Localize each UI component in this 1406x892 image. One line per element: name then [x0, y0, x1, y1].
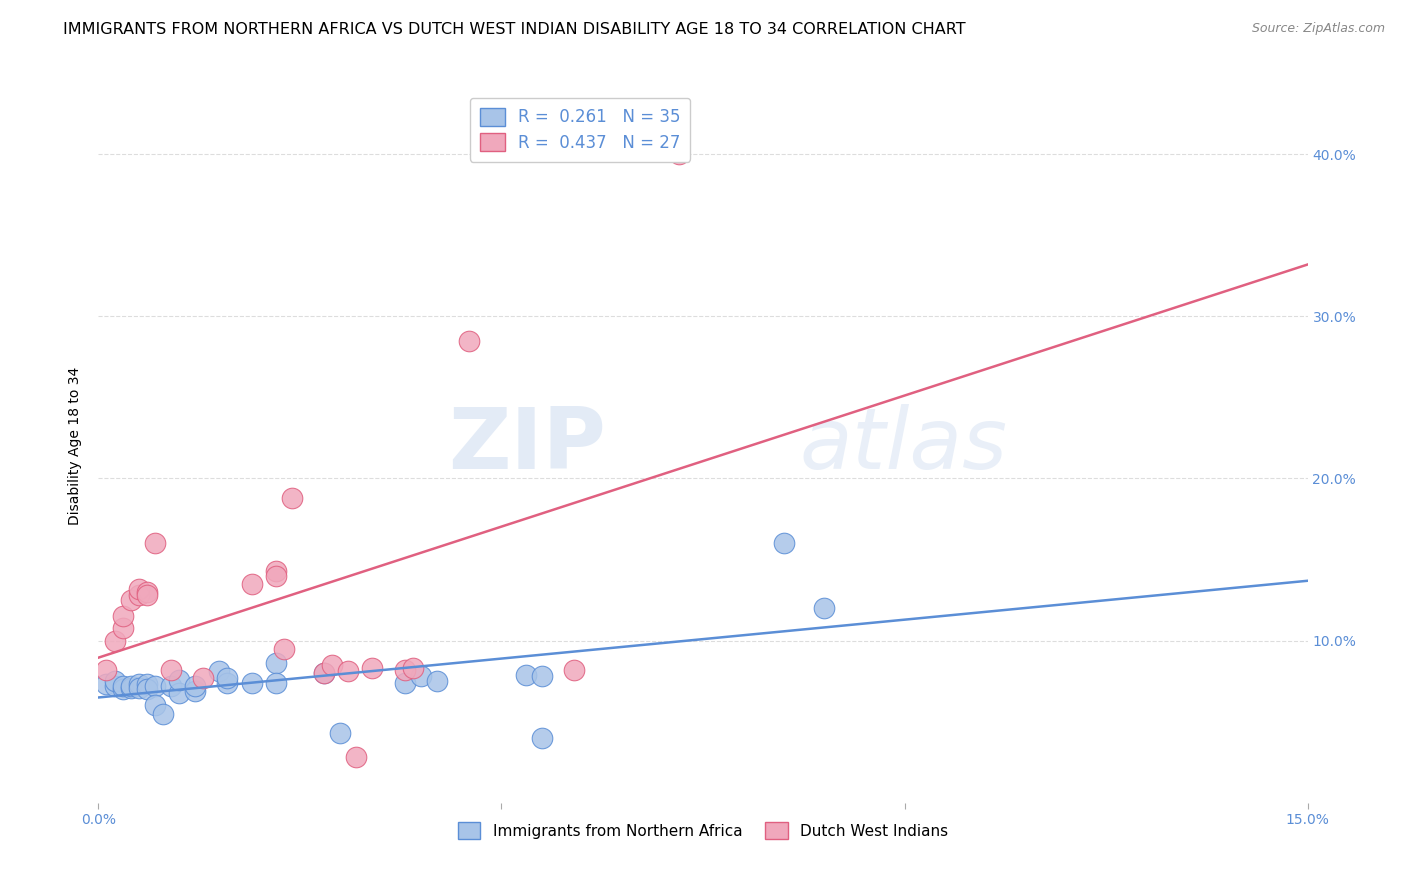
Text: ZIP: ZIP	[449, 404, 606, 488]
Point	[120, 593, 142, 607]
Point	[103, 679, 125, 693]
Point	[160, 679, 183, 693]
Legend: Immigrants from Northern Africa, Dutch West Indians: Immigrants from Northern Africa, Dutch W…	[451, 816, 955, 845]
Point	[208, 665, 231, 679]
Point	[426, 674, 449, 689]
Point	[264, 675, 287, 690]
Y-axis label: Disability Age 18 to 34: Disability Age 18 to 34	[69, 367, 83, 525]
Point	[111, 679, 134, 693]
Point	[409, 669, 432, 683]
Point	[458, 334, 481, 348]
Point	[193, 671, 215, 685]
Point	[394, 663, 416, 677]
Point	[321, 657, 343, 672]
Text: atlas: atlas	[800, 404, 1008, 488]
Point	[184, 679, 207, 693]
Point	[96, 663, 118, 677]
Point	[120, 681, 142, 695]
Point	[394, 675, 416, 690]
Point	[111, 682, 134, 697]
Point	[184, 684, 207, 698]
Point	[135, 682, 157, 697]
Point	[143, 698, 166, 713]
Point	[111, 609, 134, 624]
Point	[240, 675, 263, 690]
Point	[240, 577, 263, 591]
Point	[273, 641, 295, 656]
Point	[128, 677, 150, 691]
Point	[143, 679, 166, 693]
Point	[329, 726, 352, 740]
Point	[152, 706, 174, 721]
Text: Source: ZipAtlas.com: Source: ZipAtlas.com	[1251, 22, 1385, 36]
Point	[344, 750, 367, 764]
Point	[128, 582, 150, 596]
Point	[314, 666, 336, 681]
Point	[135, 588, 157, 602]
Point	[361, 661, 384, 675]
Point	[167, 673, 190, 687]
Point	[217, 675, 239, 690]
Point	[402, 661, 425, 675]
Point	[314, 666, 336, 681]
Point	[120, 679, 142, 693]
Point	[264, 568, 287, 582]
Point	[96, 677, 118, 691]
Point	[515, 667, 537, 681]
Point	[135, 677, 157, 691]
Point	[281, 491, 304, 505]
Point	[111, 621, 134, 635]
Point	[530, 731, 553, 745]
Point	[143, 536, 166, 550]
Point	[668, 147, 690, 161]
Point	[160, 663, 183, 677]
Text: IMMIGRANTS FROM NORTHERN AFRICA VS DUTCH WEST INDIAN DISABILITY AGE 18 TO 34 COR: IMMIGRANTS FROM NORTHERN AFRICA VS DUTCH…	[63, 22, 966, 37]
Point	[103, 674, 125, 689]
Point	[103, 633, 125, 648]
Point	[264, 564, 287, 578]
Point	[530, 669, 553, 683]
Point	[217, 671, 239, 685]
Point	[562, 663, 585, 677]
Point	[337, 665, 360, 679]
Point	[772, 536, 794, 550]
Point	[128, 588, 150, 602]
Point	[167, 685, 190, 699]
Point	[135, 585, 157, 599]
Point	[128, 681, 150, 695]
Point	[813, 601, 835, 615]
Point	[264, 657, 287, 671]
